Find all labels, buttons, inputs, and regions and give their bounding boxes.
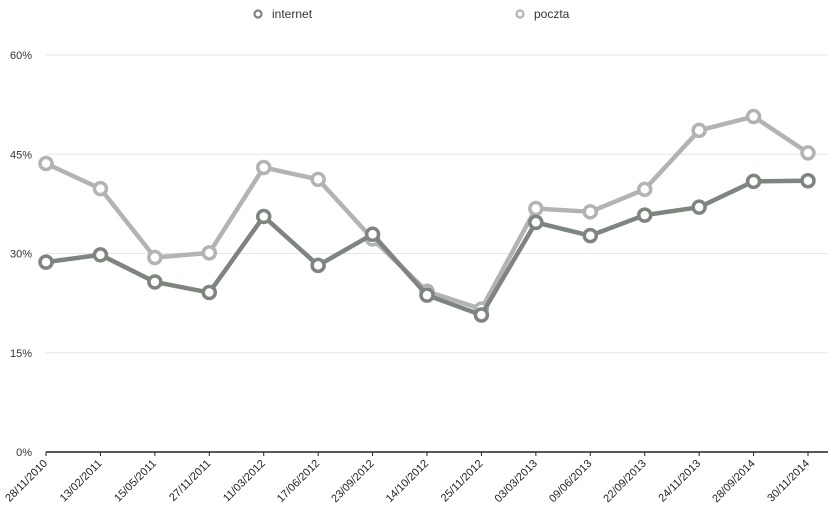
x-tick-label: 23/09/2012 xyxy=(329,458,376,505)
data-point-internet xyxy=(419,287,435,303)
legend: internet poczta xyxy=(253,7,570,21)
data-point-internet xyxy=(147,274,163,290)
data-point-internet xyxy=(528,214,544,231)
data-point-internet xyxy=(92,247,109,263)
series-group xyxy=(38,108,816,323)
legend-marker-internet xyxy=(253,9,263,19)
data-point-internet xyxy=(364,226,381,243)
y-tick-label: 15% xyxy=(10,348,32,360)
x-tick-label: 13/02/2011 xyxy=(58,458,105,505)
x-tick-label: 15/05/2011 xyxy=(112,458,159,505)
legend-marker-poczta xyxy=(515,9,525,19)
data-point-internet xyxy=(745,173,762,190)
data-point-poczta xyxy=(582,204,599,220)
data-point-internet xyxy=(582,227,599,244)
data-point-internet xyxy=(636,207,653,223)
x-tick-label: 25/11/2012 xyxy=(439,458,486,505)
data-point-internet xyxy=(473,307,490,323)
x-tick-label: 22/09/2013 xyxy=(601,458,648,505)
y-tick-label: 0% xyxy=(16,447,32,459)
data-point-poczta xyxy=(38,155,54,172)
x-tick-label: 30/11/2014 xyxy=(765,458,812,505)
x-tick-label: 24/11/2013 xyxy=(656,458,703,505)
data-point-poczta xyxy=(800,145,816,161)
data-point-poczta xyxy=(691,122,707,139)
series-internet xyxy=(38,172,816,323)
data-point-poczta xyxy=(310,171,326,188)
x-tick-label: 28/11/2010 xyxy=(3,458,50,505)
y-tick-label: 45% xyxy=(10,149,32,161)
x-tick-label: 27/11/2011 xyxy=(167,458,213,504)
x-tick-label: 09/06/2013 xyxy=(547,458,594,505)
y-axis-ticks: 0% 15% 30% 45% 60% xyxy=(10,50,32,459)
legend-label-poczta: poczta xyxy=(534,7,570,21)
data-point-internet xyxy=(310,257,326,274)
legend-item-poczta: poczta xyxy=(515,7,570,21)
data-point-internet xyxy=(691,199,707,215)
data-point-poczta xyxy=(636,181,653,198)
x-tick-label: 28/09/2014 xyxy=(710,458,757,505)
data-point-internet xyxy=(38,254,54,270)
x-tick-label: 03/03/2013 xyxy=(493,458,540,505)
x-axis-ticks: 28/11/2010 13/02/2011 15/05/2011 27/11/2011… xyxy=(3,452,812,505)
legend-label-internet: internet xyxy=(272,7,313,21)
data-point-poczta xyxy=(147,249,163,266)
data-point-internet xyxy=(800,172,816,189)
data-point-poczta xyxy=(528,200,544,217)
data-point-internet xyxy=(201,284,218,301)
legend-item-internet: internet xyxy=(253,7,313,21)
data-point-poczta xyxy=(92,180,109,197)
data-point-poczta xyxy=(255,159,272,176)
data-point-internet xyxy=(255,208,272,225)
x-tick-label: 11/03/2012 xyxy=(221,458,268,505)
data-point-poczta xyxy=(201,245,218,261)
x-tick-label: 14/10/2012 xyxy=(384,458,431,505)
y-tick-label: 60% xyxy=(10,50,32,62)
x-tick-label: 17/06/2012 xyxy=(275,458,322,505)
data-point-poczta xyxy=(745,108,762,125)
y-tick-label: 30% xyxy=(10,249,32,261)
